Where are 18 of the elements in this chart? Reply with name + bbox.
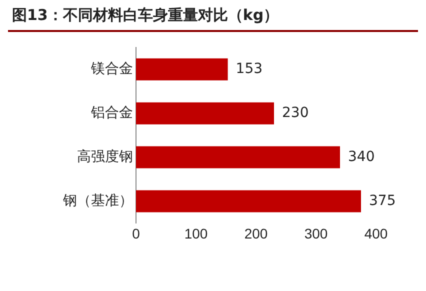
bar — [136, 146, 340, 168]
y-tick-label: 高强度钢 — [77, 148, 133, 164]
data-label: 340 — [348, 148, 375, 165]
bar — [136, 102, 274, 124]
x-tick-label: 300 — [304, 225, 328, 242]
data-label: 230 — [282, 104, 309, 121]
x-tick-label: 100 — [184, 225, 208, 242]
bar — [136, 190, 361, 212]
x-tick-label: 0 — [132, 225, 140, 242]
y-tick-label: 钢（基准） — [62, 192, 133, 208]
y-tick-label: 铝合金 — [90, 104, 133, 120]
bar — [136, 58, 228, 80]
data-label: 153 — [236, 61, 263, 78]
x-tick-label: 400 — [364, 225, 388, 242]
y-tick-label: 镁合金 — [90, 60, 133, 76]
data-label: 375 — [369, 192, 396, 209]
chart-title: 图13：不同材料白车身重量对比（kg） — [12, 6, 279, 25]
x-tick-label: 200 — [244, 225, 268, 242]
